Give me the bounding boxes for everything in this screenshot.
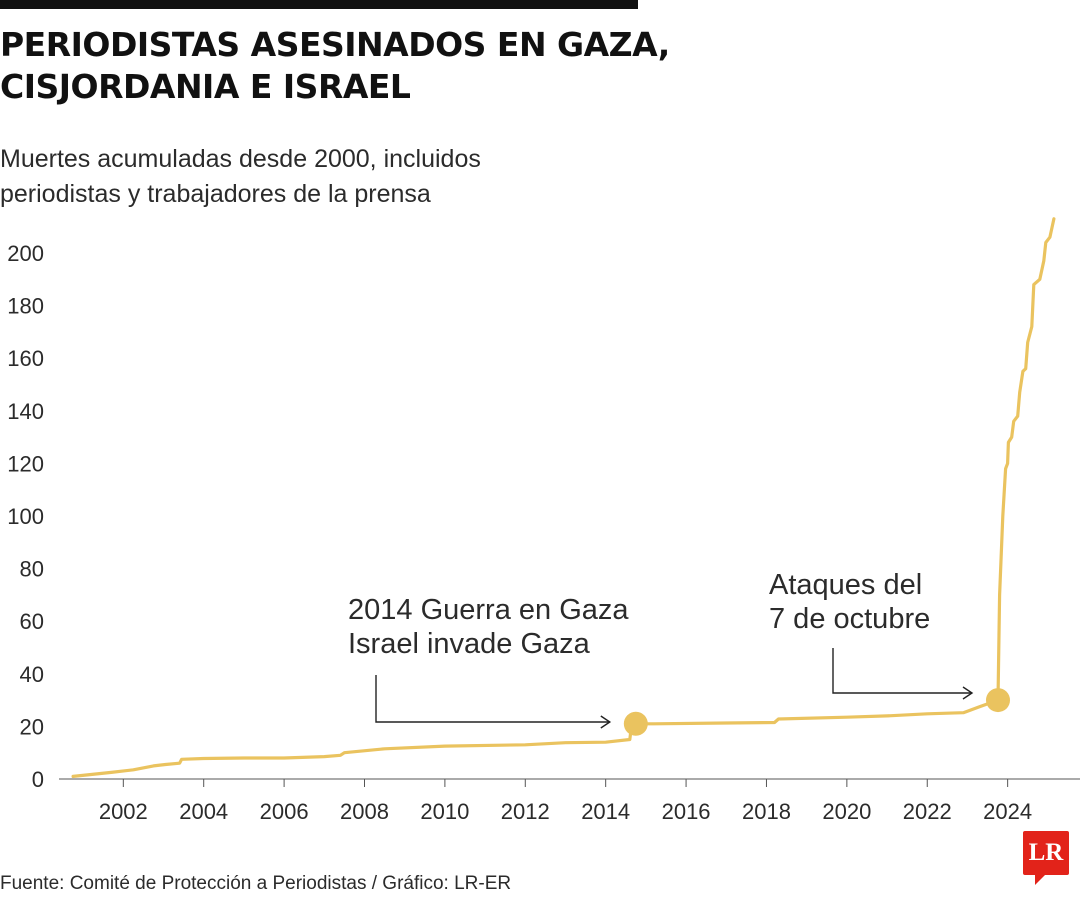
title-line-1: PERIODISTAS ASESINADOS EN GAZA,	[0, 25, 670, 64]
y-axis-labels: 0 20 40 60 80 100 120 140 160 180 200	[7, 241, 44, 792]
chart-title: PERIODISTAS ASESINADOS EN GAZA, CISJORDA…	[0, 24, 670, 108]
annotation-text: 7 de octubre	[769, 603, 930, 635]
x-tick-label: 2010	[420, 799, 469, 824]
x-tick-label: 2004	[179, 799, 228, 824]
source-note: Fuente: Comité de Protección a Periodist…	[0, 873, 512, 894]
x-tick-label: 2018	[742, 799, 791, 824]
x-tick-label: 2014	[581, 799, 630, 824]
top-rule	[0, 0, 638, 9]
annotation-text: 2014 Guerra en Gaza	[348, 594, 629, 626]
annotation-arrowhead	[600, 715, 612, 729]
y-tick-label: 20	[20, 714, 44, 739]
y-tick-label: 200	[7, 241, 44, 266]
y-tick-label: 0	[32, 767, 44, 792]
y-tick-label: 40	[20, 662, 44, 687]
annotation-leader	[375, 675, 610, 723]
x-tick-label: 2024	[983, 799, 1032, 824]
y-tick-label: 100	[7, 504, 44, 529]
x-tick-label: 2012	[501, 799, 550, 824]
x-tick-label: 2002	[99, 799, 148, 824]
y-tick-label: 60	[20, 609, 44, 634]
series-line	[71, 217, 1056, 778]
y-tick-label: 140	[7, 399, 44, 424]
y-tick-label: 180	[7, 294, 44, 319]
chart-subtitle: Muertes acumuladas desde 2000, incluidos…	[0, 142, 481, 212]
y-tick-label: 120	[7, 451, 44, 476]
x-tick-label: 2016	[662, 799, 711, 824]
highlight-markers	[623, 688, 1010, 736]
x-tick-label: 2020	[822, 799, 871, 824]
annotation-arrowhead	[962, 686, 974, 700]
highlight-point	[623, 711, 648, 736]
annotation-text: Israel invade Gaza	[348, 628, 591, 660]
highlight-point	[985, 688, 1010, 713]
lr-logo: LR	[1023, 831, 1069, 885]
y-tick-label: 80	[20, 557, 44, 582]
annotation-text: Ataques del	[769, 569, 922, 601]
x-tick-label: 2006	[260, 799, 309, 824]
series-group	[71, 217, 1056, 778]
subtitle-line-2: periodistas y trabajadores de la prensa	[0, 180, 431, 208]
y-tick-label: 160	[7, 346, 44, 371]
title-line-2: CISJORDANIA E ISRAEL	[0, 67, 411, 106]
x-tick-label: 2008	[340, 799, 389, 824]
subtitle-line-1: Muertes acumuladas desde 2000, incluidos	[0, 145, 481, 173]
annotation-leader	[832, 648, 972, 694]
x-tick-label: 2022	[903, 799, 952, 824]
x-axis: 2002 2004 2006 2008 2010 2012 2014 2016 2018 2020…	[59, 778, 1080, 824]
